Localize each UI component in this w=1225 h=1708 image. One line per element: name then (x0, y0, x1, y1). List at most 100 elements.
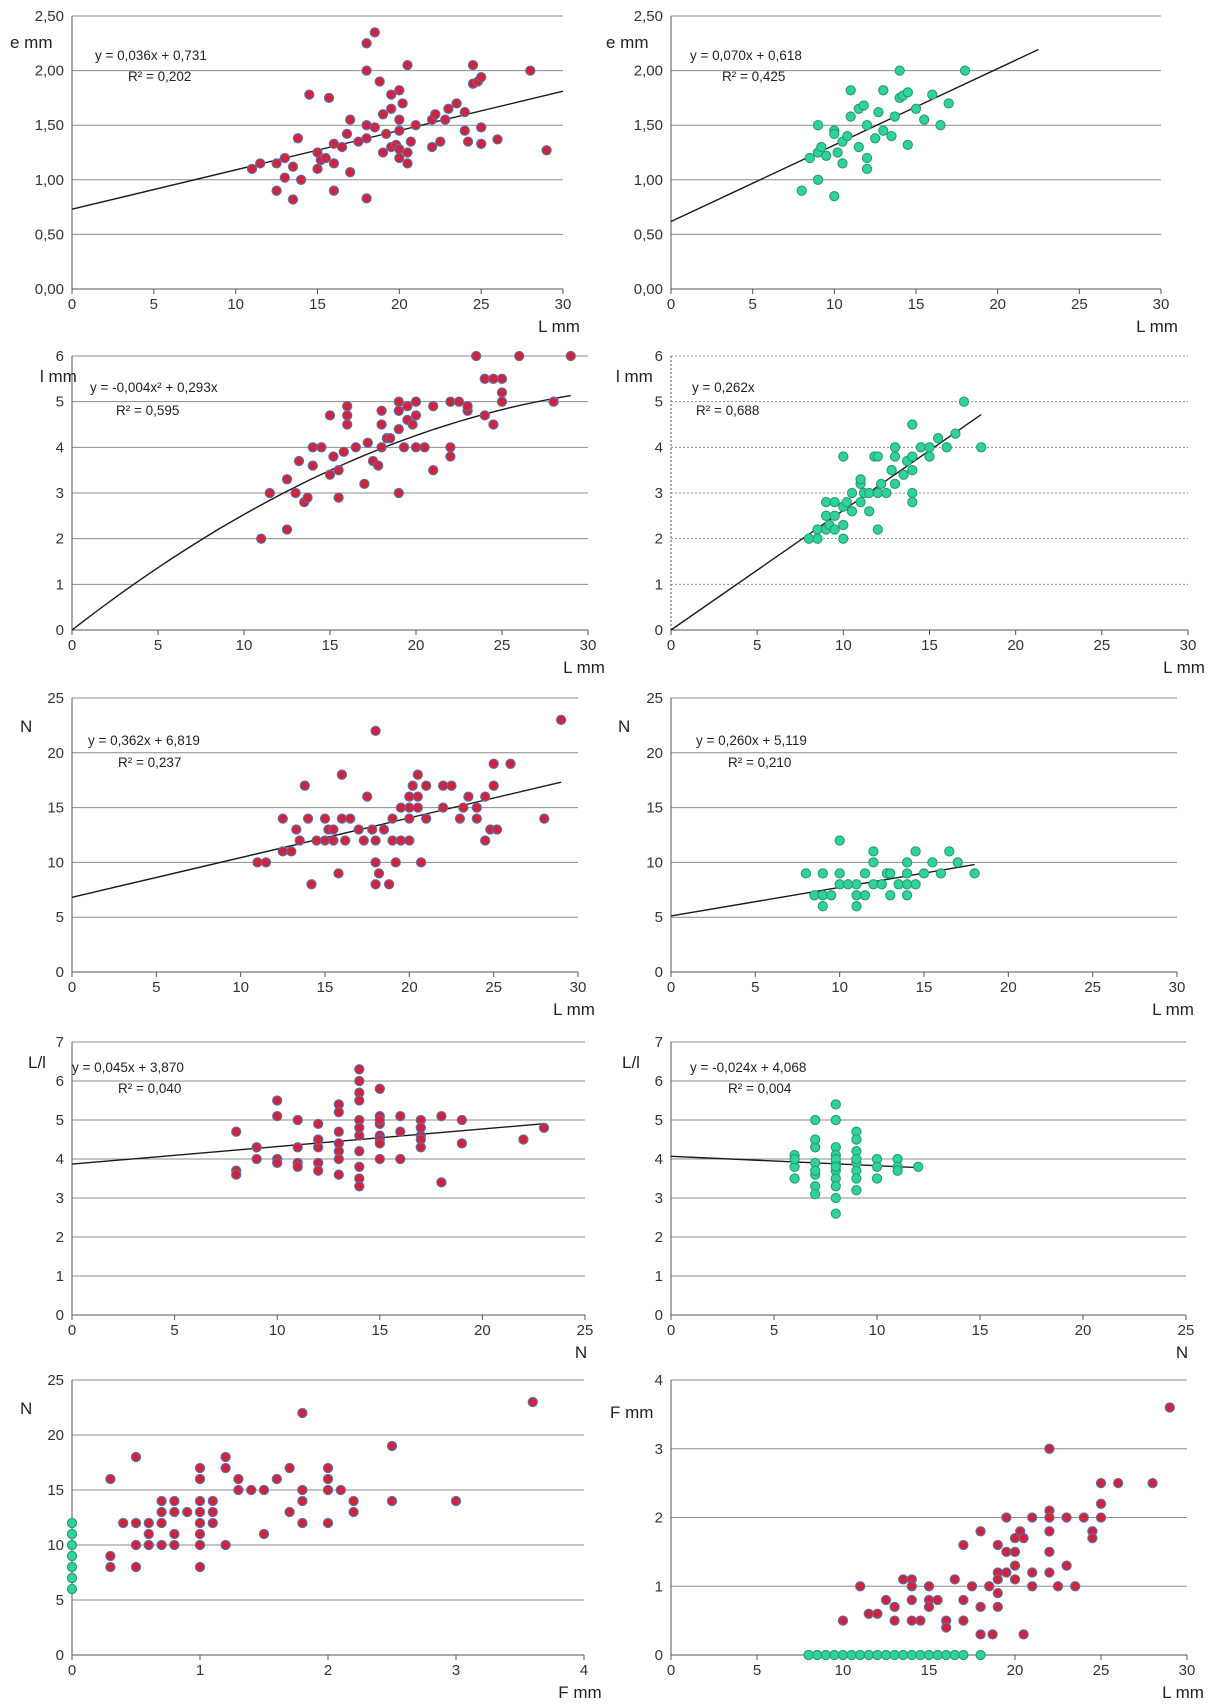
data-point (320, 152, 331, 164)
data-point (393, 405, 404, 416)
x-tick-label: 15 (371, 1322, 388, 1339)
data-point (820, 510, 832, 521)
data-point (373, 868, 385, 879)
data-point (820, 1649, 831, 1661)
data-point (394, 85, 405, 96)
x-tick-label: 20 (1007, 1662, 1024, 1679)
data-point (233, 1473, 244, 1485)
x-tick-label: 10 (835, 1662, 852, 1679)
data-point (194, 1495, 206, 1507)
data-point (207, 1495, 218, 1507)
data-point (436, 1177, 447, 1188)
data-point (324, 469, 336, 480)
data-point (820, 496, 832, 508)
data-point (992, 1587, 1003, 1599)
data-point (855, 1649, 866, 1661)
data-point (907, 496, 918, 508)
data-point (361, 65, 372, 76)
y-tick-label: 1 (655, 1578, 663, 1595)
data-point (322, 1473, 334, 1485)
data-point (348, 1495, 359, 1507)
data-point (834, 879, 845, 890)
data-point (377, 147, 389, 158)
data-point (436, 1110, 447, 1122)
data-point (809, 890, 820, 901)
data-point (451, 98, 462, 109)
data-point (812, 533, 823, 544)
data-point (445, 451, 456, 462)
y-axis-label: l mm (40, 367, 77, 386)
data-point (907, 487, 918, 499)
data-point (407, 419, 418, 430)
x-tick-label: 5 (751, 979, 759, 996)
data-point (958, 1615, 969, 1626)
data-point (279, 152, 290, 164)
x-tick-label: 25 (1084, 979, 1101, 996)
data-point (915, 442, 927, 453)
data-point (1087, 1532, 1098, 1544)
data-point (864, 487, 875, 499)
y-tick-label: 4 (655, 1151, 663, 1168)
y-axis-label: e mm (10, 33, 53, 52)
data-point (410, 442, 422, 453)
y-tick-label: 5 (56, 909, 64, 926)
data-point (322, 1462, 334, 1474)
data-point (496, 387, 508, 398)
data-point (322, 1484, 334, 1496)
y-tick-label: 15 (646, 800, 663, 817)
trend-equation: y = 0,070x + 0,618 (690, 48, 802, 63)
data-point (395, 802, 407, 813)
data-point (105, 1473, 116, 1485)
data-point (220, 1462, 231, 1474)
data-point (958, 396, 970, 407)
data-point (456, 1138, 468, 1149)
data-point (428, 465, 439, 476)
data-point (907, 465, 918, 476)
data-point (302, 813, 314, 824)
data-point (476, 122, 487, 133)
y-tick-label: 0 (56, 622, 64, 639)
data-point (1001, 1567, 1012, 1578)
data-point (830, 1114, 841, 1126)
x-tick-label: 30 (555, 296, 572, 313)
data-point (889, 1601, 900, 1613)
data-point (889, 1615, 900, 1626)
x-axis-label: F mm (558, 1683, 601, 1702)
data-point (292, 133, 304, 144)
data-point (491, 824, 503, 835)
data-point (333, 868, 344, 879)
y-axis-label: L/l (622, 1053, 640, 1072)
chart-panel-c9: 0 5 10 15 20 25 0 1 2 3 4 F mm N (20, 1372, 602, 1702)
data-point (370, 857, 381, 868)
data-point (830, 1161, 841, 1172)
data-point (415, 857, 427, 868)
data-point (402, 158, 413, 169)
data-point (297, 1407, 308, 1419)
data-point (410, 410, 422, 421)
data-point (395, 1126, 406, 1137)
data-point (450, 1495, 462, 1507)
data-point (518, 1134, 529, 1145)
x-axis-label: L mm (1162, 1683, 1204, 1702)
data-point (258, 1484, 270, 1496)
data-point (374, 1138, 385, 1149)
data-point (987, 1629, 998, 1640)
data-point (336, 141, 348, 153)
data-point (340, 835, 351, 846)
y-axis-label: N (20, 717, 32, 736)
data-point (859, 890, 871, 901)
data-point (496, 373, 508, 384)
data-point (984, 1581, 995, 1592)
data-point (394, 152, 405, 164)
data-point (383, 879, 395, 890)
data-point (385, 433, 396, 444)
y-axis-label: L/l (28, 1053, 46, 1072)
data-point (803, 1649, 814, 1661)
data-point (830, 1192, 841, 1204)
x-tick-label: 5 (154, 637, 162, 654)
data-point (817, 901, 828, 912)
data-point (901, 890, 913, 901)
data-point (842, 879, 854, 890)
data-point (252, 857, 263, 868)
data-point (1001, 1512, 1012, 1523)
